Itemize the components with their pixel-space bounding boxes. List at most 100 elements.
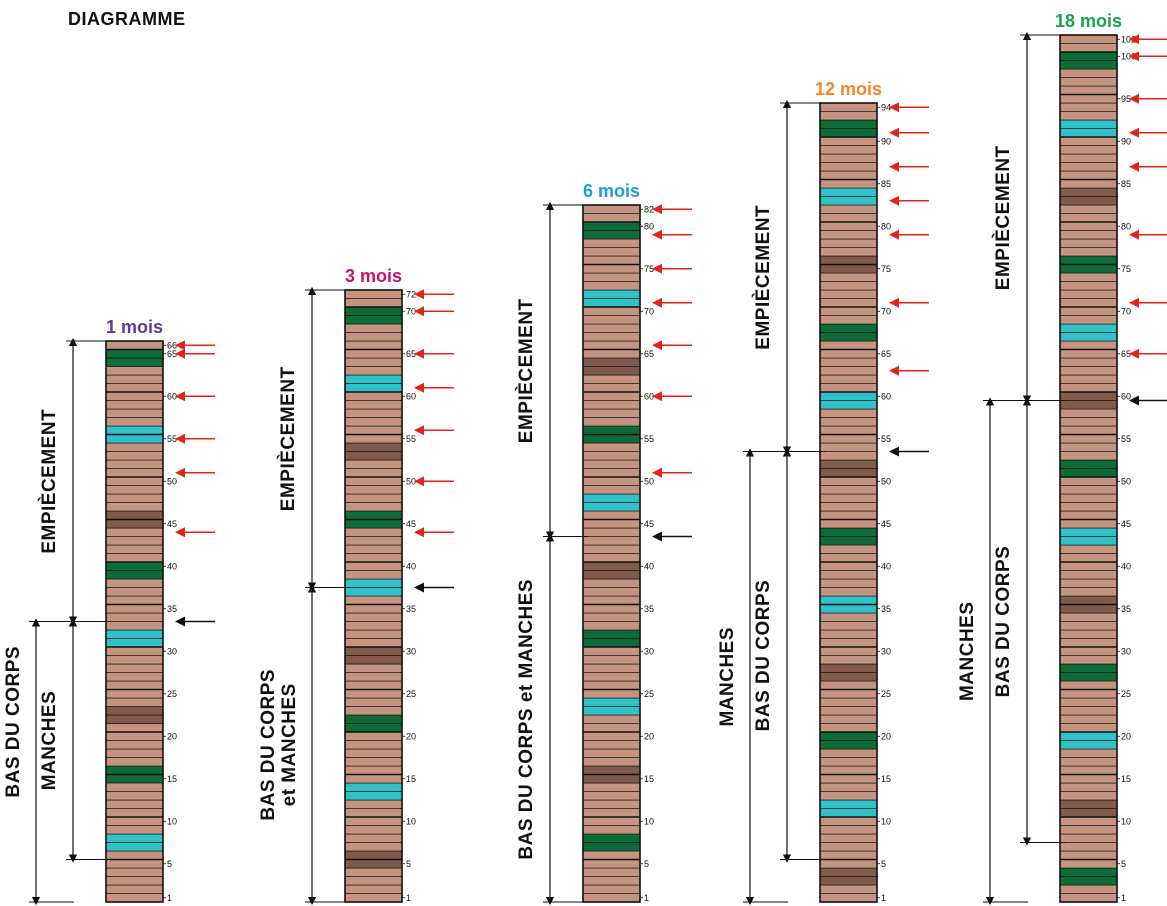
red-arrow-icon xyxy=(889,161,899,172)
row-cell xyxy=(344,604,403,614)
row-cell xyxy=(819,425,878,435)
row-cell xyxy=(105,459,164,469)
red-arrow-icon xyxy=(175,527,185,538)
row-number: 40 xyxy=(644,561,654,571)
row-cell xyxy=(1059,187,1118,197)
row-cell xyxy=(819,706,878,716)
row-number: 1 xyxy=(644,893,649,903)
row-number: 5 xyxy=(1121,859,1126,869)
row-number: 45 xyxy=(881,519,891,529)
row-number: 70 xyxy=(1121,306,1131,316)
row-cell xyxy=(582,655,641,665)
sleeves-label: MANCHES xyxy=(39,691,60,791)
red-arrow-icon xyxy=(175,433,185,444)
row-cell xyxy=(819,102,878,112)
row-number: 15 xyxy=(644,774,654,784)
row-cell xyxy=(1059,519,1118,529)
row-cell xyxy=(582,502,641,512)
row-cell xyxy=(344,850,403,860)
row-cell xyxy=(1059,697,1118,707)
row-cell xyxy=(344,323,403,333)
row-cell xyxy=(344,629,403,639)
row-cell xyxy=(105,782,164,792)
row-cell xyxy=(105,706,164,716)
row-number: 82 xyxy=(644,204,654,214)
row-cell xyxy=(344,306,403,316)
row-cell xyxy=(819,740,878,750)
row-cell xyxy=(1059,587,1118,597)
row-cell xyxy=(105,808,164,818)
row-cell xyxy=(1059,400,1118,410)
row-cell xyxy=(1059,247,1118,257)
row-cell xyxy=(1059,595,1118,605)
row-number: 85 xyxy=(1121,179,1131,189)
row-cell xyxy=(105,689,164,699)
row-cell xyxy=(105,876,164,886)
row-cell xyxy=(1059,306,1118,316)
row-cell xyxy=(1059,77,1118,87)
row-cell xyxy=(1059,621,1118,631)
row-cell xyxy=(1059,323,1118,333)
row-cell xyxy=(1059,434,1118,444)
row-cell xyxy=(344,451,403,461)
row-cell xyxy=(1059,740,1118,750)
row-cell xyxy=(582,459,641,469)
yoke-label: EMPIÈCEMENT xyxy=(38,409,60,554)
row-cell xyxy=(1059,170,1118,180)
row-cell xyxy=(819,153,878,163)
row-cell xyxy=(344,459,403,469)
row-cell xyxy=(344,748,403,758)
row-number: 40 xyxy=(1121,561,1131,571)
row-cell xyxy=(1059,808,1118,818)
row-cell xyxy=(582,561,641,571)
body-label: BAS DU CORPS xyxy=(993,546,1014,698)
row-cell xyxy=(819,136,878,146)
row-cell xyxy=(819,782,878,792)
row-cell xyxy=(344,485,403,495)
row-cell xyxy=(819,510,878,520)
row-number: 5 xyxy=(167,859,172,869)
row-cell xyxy=(819,349,878,359)
row-cell xyxy=(1059,366,1118,376)
red-arrow-icon xyxy=(414,289,424,300)
row-cell xyxy=(582,442,641,452)
row-cell xyxy=(582,629,641,639)
row-cell xyxy=(1059,383,1118,393)
row-cell xyxy=(582,247,641,257)
row-number: 20 xyxy=(1121,731,1131,741)
row-cell xyxy=(1059,442,1118,452)
red-arrow-icon xyxy=(889,127,899,138)
row-cell xyxy=(344,791,403,801)
row-cell xyxy=(582,621,641,631)
row-cell xyxy=(1059,298,1118,308)
row-cell xyxy=(1059,43,1118,53)
row-cell xyxy=(344,893,403,903)
row-cell xyxy=(344,646,403,656)
row-cell xyxy=(344,493,403,503)
row-cell xyxy=(582,595,641,605)
row-cell xyxy=(344,383,403,393)
row-cell xyxy=(344,816,403,826)
red-arrow-icon xyxy=(414,425,424,436)
row-cell xyxy=(582,587,641,597)
row-cell xyxy=(1059,502,1118,512)
row-cell xyxy=(1059,680,1118,690)
row-cell xyxy=(105,629,164,639)
row-number: 25 xyxy=(1121,689,1131,699)
red-arrow-icon xyxy=(414,348,424,359)
row-cell xyxy=(582,366,641,376)
body-label: BAS DU CORPS xyxy=(3,646,24,798)
row-cell xyxy=(582,570,641,580)
row-cell xyxy=(344,680,403,690)
row-cell xyxy=(344,740,403,750)
row-cell xyxy=(819,230,878,240)
row-cell xyxy=(344,289,403,299)
row-cell xyxy=(105,570,164,580)
row-cell xyxy=(819,629,878,639)
row-cell xyxy=(105,850,164,860)
black-arrow-icon xyxy=(652,531,662,542)
red-arrow-icon xyxy=(889,365,899,376)
column-outline xyxy=(1059,34,1118,903)
